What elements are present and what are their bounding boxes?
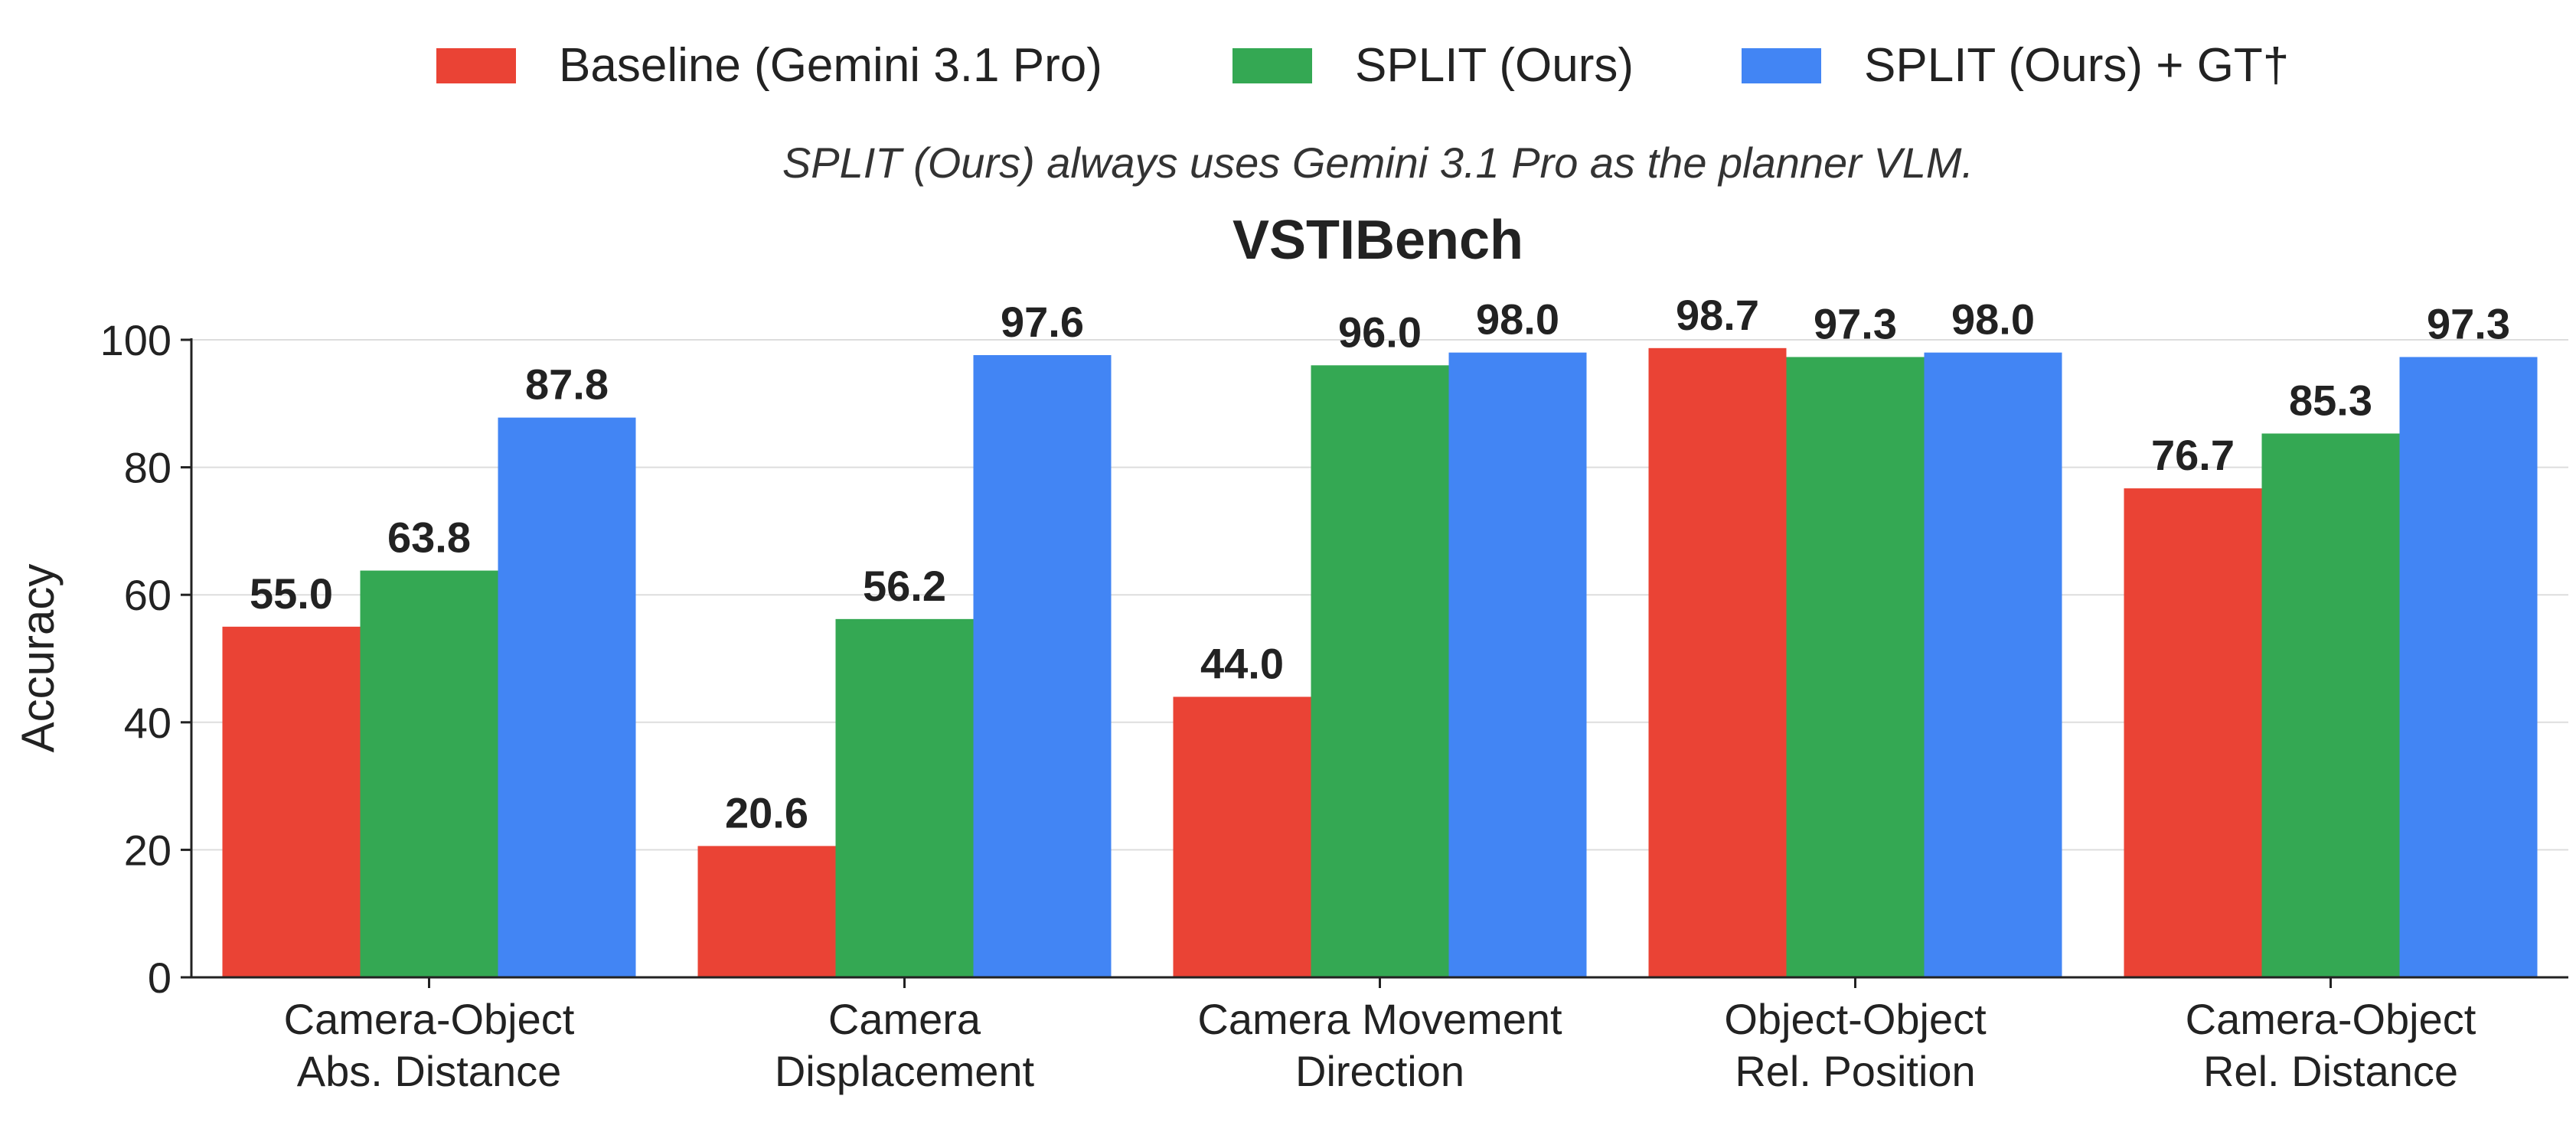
- bar: [1448, 352, 1587, 977]
- y-tick-label: 40: [124, 699, 171, 747]
- bar: [2124, 488, 2262, 977]
- data-label: 97.3: [1814, 299, 1897, 347]
- x-tick-label: Displacement: [775, 1047, 1035, 1095]
- x-tick-label: Object-Object: [1724, 995, 1987, 1043]
- data-label: 98.0: [1476, 295, 1559, 344]
- x-tick-label: Camera-Object: [2186, 995, 2476, 1043]
- legend-swatch: [1232, 48, 1312, 83]
- bar: [1786, 357, 1925, 978]
- bar: [2399, 357, 2538, 978]
- legend-label: Baseline (Gemini 3.1 Pro): [559, 39, 1102, 92]
- data-label: 20.6: [725, 788, 808, 837]
- y-tick-label: 0: [148, 954, 171, 1002]
- data-label: 85.3: [2289, 376, 2372, 424]
- x-tick-label: Direction: [1295, 1047, 1464, 1095]
- legend-label: SPLIT (Ours) + GT†: [1864, 39, 2289, 92]
- data-label: 97.3: [2427, 299, 2510, 347]
- bar: [2261, 433, 2400, 977]
- bar: [1648, 347, 1787, 978]
- data-label: 98.7: [1676, 291, 1759, 339]
- bar: [498, 417, 636, 977]
- data-label: 76.7: [2151, 431, 2235, 479]
- y-ticks: 0 20 40 60 80 100: [100, 316, 191, 1002]
- y-tick-label: 100: [100, 316, 171, 364]
- data-label: 56.2: [863, 562, 946, 610]
- chart-subtitle: SPLIT (Ours) always uses Gemini 3.1 Pro …: [782, 139, 1974, 187]
- y-tick-label: 20: [124, 826, 171, 874]
- data-label: 97.6: [1001, 298, 1084, 346]
- y-tick-label: 60: [124, 571, 171, 619]
- legend-swatch: [436, 48, 516, 83]
- legend-label: SPLIT (Ours): [1355, 39, 1634, 92]
- bar: [360, 570, 498, 977]
- bar: [1311, 365, 1449, 977]
- data-label: 44.0: [1200, 639, 1284, 687]
- y-tick-label: 80: [124, 444, 171, 492]
- bars: [222, 347, 2538, 978]
- data-label: 96.0: [1338, 308, 1422, 356]
- bar: [222, 626, 361, 977]
- x-tick-label: Camera Movement: [1197, 995, 1562, 1043]
- x-tick-label: Camera: [828, 995, 981, 1043]
- y-axis-label: Accuracy: [12, 564, 64, 753]
- bar: [973, 354, 1112, 977]
- legend-swatch: [1742, 48, 1821, 83]
- bar: [1173, 696, 1311, 977]
- bar: [1924, 352, 2062, 977]
- data-label: 55.0: [250, 569, 333, 618]
- data-labels: 55.0 63.8 87.8 20.6 56.2 97.6 44.0 96.0 98.0 98.7…: [250, 291, 2510, 837]
- x-tick-label: Rel. Position: [1735, 1047, 1975, 1095]
- x-tick-label: Camera-Object: [284, 995, 575, 1043]
- data-label: 87.8: [525, 360, 609, 409]
- bar: [697, 846, 836, 977]
- chart-title: VSTIBench: [1232, 210, 1523, 271]
- x-tick-label: Rel. Distance: [2203, 1047, 2458, 1095]
- x-tick-label: Abs. Distance: [297, 1047, 562, 1095]
- bar: [835, 618, 974, 977]
- data-label: 63.8: [387, 514, 471, 562]
- legend: Baseline (Gemini 3.1 Pro) SPLIT (Ours) SPL…: [436, 39, 2289, 92]
- data-label: 98.0: [1951, 295, 2035, 344]
